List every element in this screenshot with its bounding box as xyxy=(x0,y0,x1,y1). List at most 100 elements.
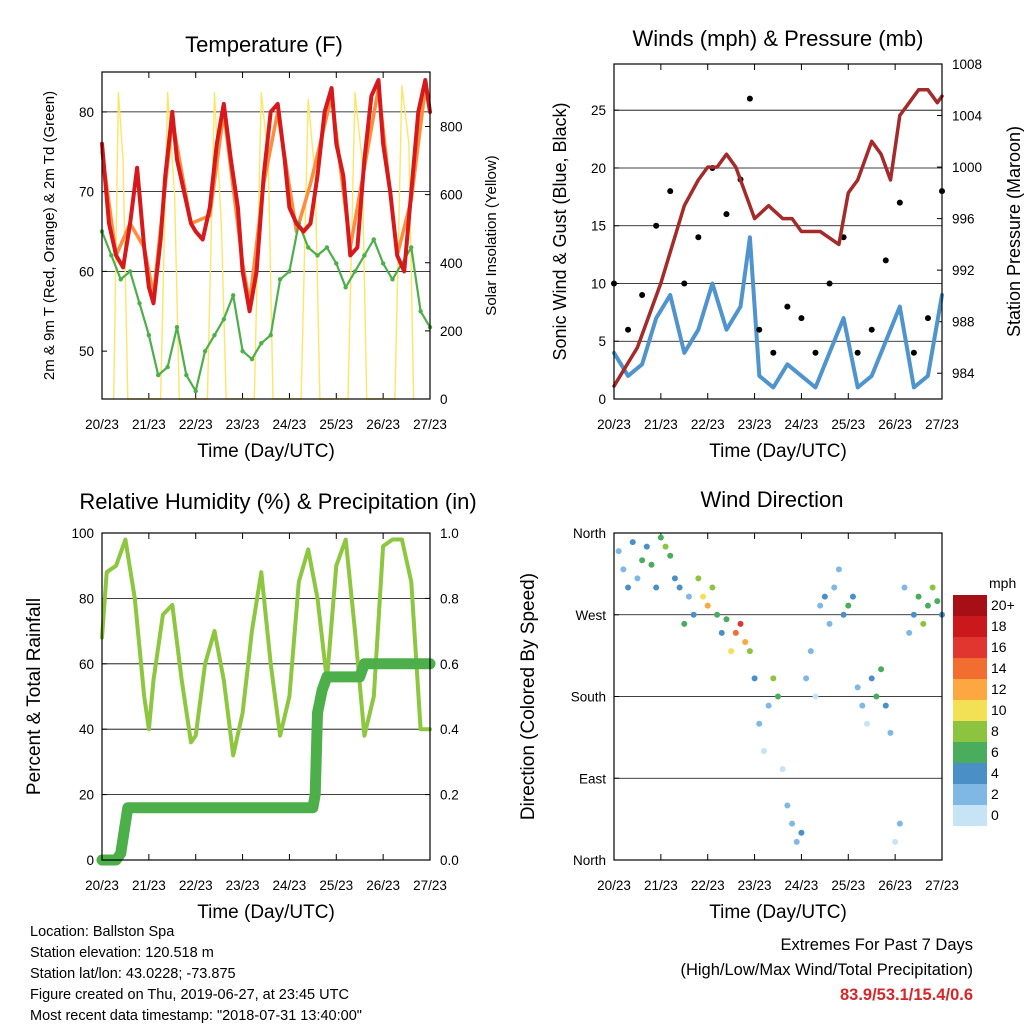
dewpoint-line xyxy=(100,222,432,393)
plot-frame xyxy=(101,71,431,400)
direction-point xyxy=(648,561,655,568)
legend-label: 2 xyxy=(991,786,999,802)
y-tick-label: West xyxy=(575,608,606,623)
direction-point xyxy=(732,629,739,636)
y-tick-label: 15 xyxy=(591,219,606,234)
x-tick-label: 23/23 xyxy=(226,417,260,432)
gust-point xyxy=(826,280,833,287)
legend-label: 10 xyxy=(991,702,1007,718)
y-tick-label: 10 xyxy=(591,276,606,291)
gust-point xyxy=(746,95,753,102)
y-tick-label: East xyxy=(579,771,606,786)
direction-point xyxy=(756,720,763,727)
dewpoint-point xyxy=(231,293,236,298)
y2-tick-label: 0.6 xyxy=(440,657,459,672)
direction-point xyxy=(615,548,622,555)
legend-swatch xyxy=(953,763,987,784)
legend-swatch xyxy=(953,721,987,742)
legend-label: 20+ xyxy=(991,597,1015,613)
y2-tick-label: 1000 xyxy=(952,160,982,175)
direction-point xyxy=(840,611,847,618)
direction-point xyxy=(887,729,894,736)
dewpoint-point xyxy=(221,317,227,322)
gust-point xyxy=(854,349,861,356)
x-tick-label: 26/23 xyxy=(878,417,912,432)
x-tick-label: 20/23 xyxy=(597,878,631,893)
y-tick-label: 60 xyxy=(79,657,94,672)
dewpoint-point xyxy=(305,245,311,250)
y-tick-label: 70 xyxy=(79,185,94,200)
y-tick-label: South xyxy=(571,690,606,705)
x-tick-label: 27/23 xyxy=(413,878,447,893)
direction-point xyxy=(882,702,889,709)
direction-point xyxy=(685,593,692,600)
extremes-title: Extremes For Past 7 Days xyxy=(780,936,973,954)
dewpoint-point xyxy=(109,253,114,258)
gust-point xyxy=(784,303,791,310)
direction-point xyxy=(817,602,824,609)
legend-swatch xyxy=(953,784,987,805)
direction-point xyxy=(629,539,636,546)
x-tick-label: 24/23 xyxy=(273,417,307,432)
direction-point xyxy=(807,648,814,655)
y-tick-label: 0 xyxy=(598,392,606,407)
direction-point xyxy=(831,584,838,591)
direction-point xyxy=(643,543,650,550)
y2-axis-label-winds: Station Pressure (Maroon) xyxy=(1004,126,1024,337)
gust-point xyxy=(639,292,646,299)
direction-point xyxy=(751,675,758,682)
pressure-line xyxy=(612,88,944,388)
direction-point xyxy=(709,584,716,591)
direction-point xyxy=(737,620,744,627)
x-tick-label: 23/23 xyxy=(738,417,772,432)
gust-point xyxy=(770,349,777,356)
legend-label: 0 xyxy=(991,807,999,823)
direction-point xyxy=(662,543,669,550)
precipitation-line xyxy=(96,658,436,866)
direction-point xyxy=(746,648,753,655)
y-axis-label-temperature: 2m & 9m T (Red, Orange) & 2m Td (Green) xyxy=(41,91,58,380)
direction-point xyxy=(657,534,664,541)
x-tick-label: 20/23 xyxy=(597,417,631,432)
y-tick-label: 20 xyxy=(591,161,606,176)
dewpoint-point xyxy=(352,269,358,274)
dewpoint-point xyxy=(362,253,367,258)
station-latlon: Station lat/lon: 43.0228; -73.875 xyxy=(30,966,236,982)
legend-label: 18 xyxy=(991,618,1007,634)
direction-point xyxy=(892,838,899,845)
dewpoint-point xyxy=(193,388,198,394)
y2-tick-label: 0.4 xyxy=(440,722,459,737)
y2-tick-label: 1.0 xyxy=(440,526,459,541)
direction-point xyxy=(667,552,674,559)
y2-tick-label: 800 xyxy=(440,120,463,135)
y-tick-label: 60 xyxy=(79,264,94,279)
direction-point xyxy=(723,616,730,623)
gust-point xyxy=(924,315,931,322)
y-tick-label: 40 xyxy=(79,722,94,737)
direction-point xyxy=(873,693,880,700)
direction-point xyxy=(634,575,641,582)
x-axis-label-winds: Time (Day/UTC) xyxy=(709,441,847,462)
legend-label: 16 xyxy=(991,639,1007,655)
x-tick-label: 24/23 xyxy=(785,417,819,432)
solar-insolation-line xyxy=(113,84,415,400)
chart-title-temperature: Temperature (F) xyxy=(185,32,343,57)
x-tick-label: 25/23 xyxy=(831,878,865,893)
x-tick-label: 25/23 xyxy=(319,878,353,893)
plot-frame xyxy=(613,63,943,400)
dewpoint-point xyxy=(184,372,189,378)
station-location: Location: Ballston Spa xyxy=(30,924,175,940)
direction-point xyxy=(700,593,707,600)
y2-tick-label: 0.0 xyxy=(440,853,459,868)
direction-point xyxy=(896,820,903,827)
y2-tick-label: 600 xyxy=(440,188,463,203)
direction-point xyxy=(835,566,842,573)
dewpoint-point xyxy=(371,237,376,242)
legend-label: 6 xyxy=(991,744,999,760)
x-tick-label: 20/23 xyxy=(85,417,119,432)
dewpoint-point xyxy=(343,285,348,290)
gust-point xyxy=(756,326,763,333)
direction-point xyxy=(742,639,749,645)
direction-point xyxy=(728,648,735,655)
